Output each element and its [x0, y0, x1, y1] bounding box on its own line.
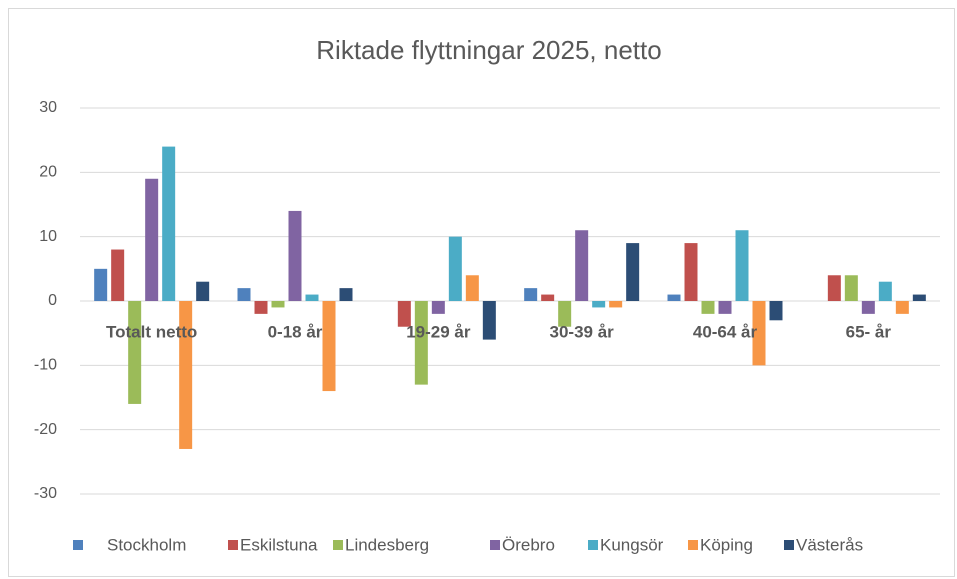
bar	[179, 301, 193, 449]
bar	[111, 249, 125, 301]
x-tick-label: 19-29 år	[406, 322, 471, 341]
legend-label: Lindesberg	[345, 535, 429, 554]
bar	[541, 294, 555, 301]
bar	[861, 301, 875, 314]
legend-label: Kungsör	[600, 535, 664, 554]
bar	[196, 281, 210, 301]
x-tick-label: 30-39 år	[550, 322, 615, 341]
legend-marker	[784, 540, 794, 550]
bar	[684, 243, 698, 301]
x-tick-label: 65- år	[846, 322, 892, 341]
bar	[701, 301, 715, 314]
bar	[558, 301, 572, 327]
chart-title: Riktade flyttningar 2025, netto	[316, 35, 661, 65]
y-tick-label: 20	[39, 164, 57, 181]
y-tick-label: 0	[48, 292, 57, 309]
bar	[735, 230, 749, 301]
legend-marker	[333, 540, 343, 550]
bar	[397, 301, 411, 327]
y-tick-label: 10	[39, 228, 57, 245]
bar	[465, 275, 479, 301]
legend-marker	[588, 540, 598, 550]
legend-label: Örebro	[502, 535, 555, 554]
legend-label: Stockholm	[107, 535, 186, 554]
x-tick-label: 0-18 år	[268, 322, 323, 341]
legend-marker	[73, 540, 83, 550]
y-tick-label: 30	[39, 99, 57, 116]
y-tick-label: -10	[34, 357, 57, 374]
bar	[237, 288, 251, 301]
bar	[128, 301, 142, 404]
bar	[322, 301, 336, 392]
bar	[827, 275, 841, 301]
bar	[482, 301, 496, 340]
y-tick-label: -20	[34, 421, 57, 438]
bar	[431, 301, 445, 314]
bar	[414, 301, 428, 385]
bar	[448, 236, 462, 301]
bar	[524, 288, 538, 301]
bar	[752, 301, 766, 366]
legend-marker	[228, 540, 238, 550]
bar	[162, 146, 176, 301]
bar	[288, 210, 302, 301]
bar	[575, 230, 589, 301]
bar	[769, 301, 783, 321]
bar	[271, 301, 285, 308]
legend-label: Köping	[700, 535, 753, 554]
bar	[609, 301, 623, 308]
legend-marker	[688, 540, 698, 550]
y-tick-label: -30	[34, 485, 57, 502]
bar	[305, 294, 319, 301]
x-tick-label: Totalt netto	[106, 322, 197, 341]
legend-label: Västerås	[796, 535, 863, 554]
bar	[145, 178, 159, 301]
bar	[718, 301, 732, 314]
bar	[912, 294, 926, 301]
bar	[94, 268, 108, 301]
legend-label: Eskilstuna	[240, 535, 318, 554]
x-tick-label: 40-64 år	[693, 322, 758, 341]
bar	[895, 301, 909, 314]
bar	[592, 301, 606, 308]
bar	[339, 288, 353, 301]
bar	[254, 301, 268, 314]
bar	[626, 243, 640, 301]
bar	[667, 294, 681, 301]
bar	[878, 281, 892, 301]
bar	[844, 275, 858, 301]
legend-marker	[490, 540, 500, 550]
